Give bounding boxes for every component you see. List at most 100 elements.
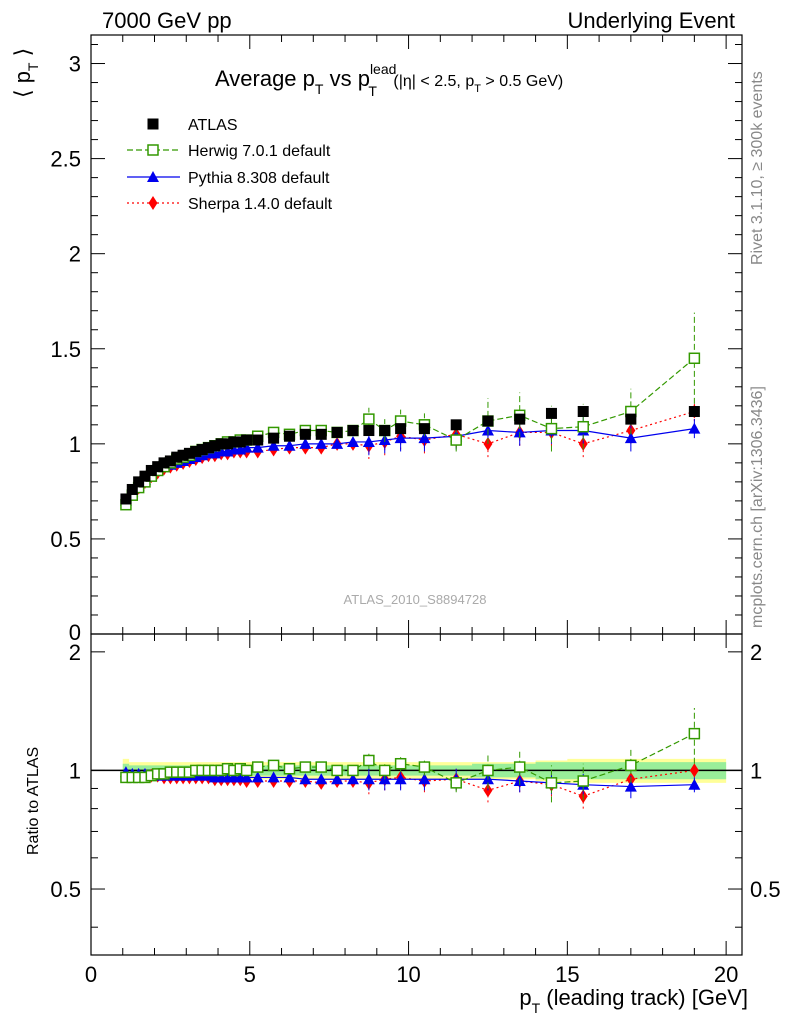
data-point [158, 457, 170, 469]
data-point [418, 432, 431, 444]
ratio-point [688, 778, 701, 790]
data-point [126, 483, 138, 495]
data-point [252, 434, 264, 446]
ratio-point [362, 773, 375, 785]
x-tick-label: 15 [555, 962, 579, 987]
x-tick-label: 20 [714, 962, 738, 987]
ratio-point [331, 773, 344, 785]
data-point [177, 449, 189, 461]
data-point [450, 419, 462, 431]
data-point [346, 435, 359, 447]
data-point [190, 445, 202, 457]
ratio-point [688, 727, 701, 740]
x-tick-label: 0 [85, 962, 97, 987]
data-point [251, 441, 264, 453]
data-point [331, 426, 343, 438]
data-point [688, 406, 700, 418]
ratio-point [624, 780, 637, 792]
data-point [139, 470, 151, 482]
ratio-point [240, 771, 253, 783]
data-point [267, 439, 280, 451]
ratio-point [240, 764, 253, 777]
ratio-point [251, 771, 264, 783]
y-tick-label: 3 [69, 52, 81, 77]
data-point [545, 422, 558, 435]
ratio-point [689, 763, 699, 778]
plot-title: Average pT vs plead T (|η| < 2.5, pT > 0.… [215, 61, 563, 99]
data-point [577, 406, 589, 418]
legend-label: ATLAS [188, 117, 238, 134]
data-point [482, 415, 494, 427]
ratio-point [346, 773, 359, 785]
x-tick-label: 10 [396, 962, 420, 987]
ratio-point [315, 773, 328, 785]
ratio-point [283, 771, 296, 783]
data-point [514, 413, 526, 425]
data-point [202, 442, 214, 454]
ratio-point [625, 759, 637, 772]
data-point [394, 432, 407, 444]
data-point [241, 434, 253, 446]
ratio-point [347, 764, 359, 777]
ratio-y-tick-label-right: 2 [750, 640, 762, 665]
ratio-point [394, 773, 407, 785]
data-point [688, 352, 701, 365]
data-point [228, 436, 240, 448]
data-point [513, 426, 526, 438]
header-right: Underlying Event [567, 8, 735, 33]
data-point [315, 437, 328, 449]
y-tick-label: 1.5 [50, 337, 81, 362]
data-point [234, 436, 246, 448]
ratio-series-herwig [120, 708, 701, 803]
data-point [171, 451, 183, 463]
data-point [331, 437, 344, 449]
data-point [363, 413, 375, 425]
ratio-point [283, 762, 296, 775]
data-point [120, 493, 132, 505]
x-axis-label: pT (leading track) [GeV] [519, 985, 748, 1016]
data-point [183, 447, 195, 459]
data-point [624, 432, 637, 444]
data-point [577, 420, 589, 433]
main-plot: 0.5 1 1.5 2 2.5 3 0 [50, 34, 743, 645]
ratio-frame [90, 633, 743, 956]
rivet-label: Rivet 3.1.10, ≥ 300k events [749, 71, 766, 265]
legend-label: Sherpa 1.4.0 default [188, 196, 333, 213]
data-point [379, 425, 391, 437]
x-tick-label: 5 [244, 962, 256, 987]
ratio-point [577, 775, 589, 787]
data-point [299, 428, 311, 440]
data-point [395, 423, 407, 435]
y-axis-label-ratio: Ratio to ATLAS [25, 747, 42, 855]
ratio-y-tick-label: 2 [69, 640, 81, 665]
data-point [240, 441, 253, 453]
ratio-point [418, 761, 431, 773]
data-point [283, 430, 295, 442]
ratio-point [299, 761, 312, 773]
mcplots-label: mcplots.cern.ch [arXiv:1306.3436] [749, 386, 766, 628]
ratio-y-tick-label-right: 0.5 [750, 877, 781, 902]
data-point [363, 425, 375, 437]
data-point [362, 435, 375, 447]
data-point [283, 439, 296, 451]
ratio-y-tick-label: 0.5 [50, 877, 81, 902]
series-atlas [120, 406, 700, 505]
ratio-plot: 0 5 10 15 20 0.5 0.5 1 1 2 2 [50, 633, 781, 987]
ratio-point [394, 757, 407, 770]
data-point [418, 423, 430, 435]
ratio-point [545, 777, 558, 789]
ratio-point [267, 771, 280, 783]
ratio-y-tick-label-right: 1 [750, 758, 762, 783]
legend-marker [147, 144, 159, 156]
data-point [133, 476, 145, 488]
ratio-point [315, 761, 327, 773]
y-tick-label: 0.5 [50, 527, 81, 552]
data-point [688, 422, 701, 434]
data-point [268, 432, 280, 444]
ratio-point [251, 761, 264, 773]
data-point [299, 437, 312, 449]
data-point [209, 440, 221, 452]
ratio-y-tick-label: 1 [69, 758, 81, 783]
data-point [196, 444, 208, 456]
